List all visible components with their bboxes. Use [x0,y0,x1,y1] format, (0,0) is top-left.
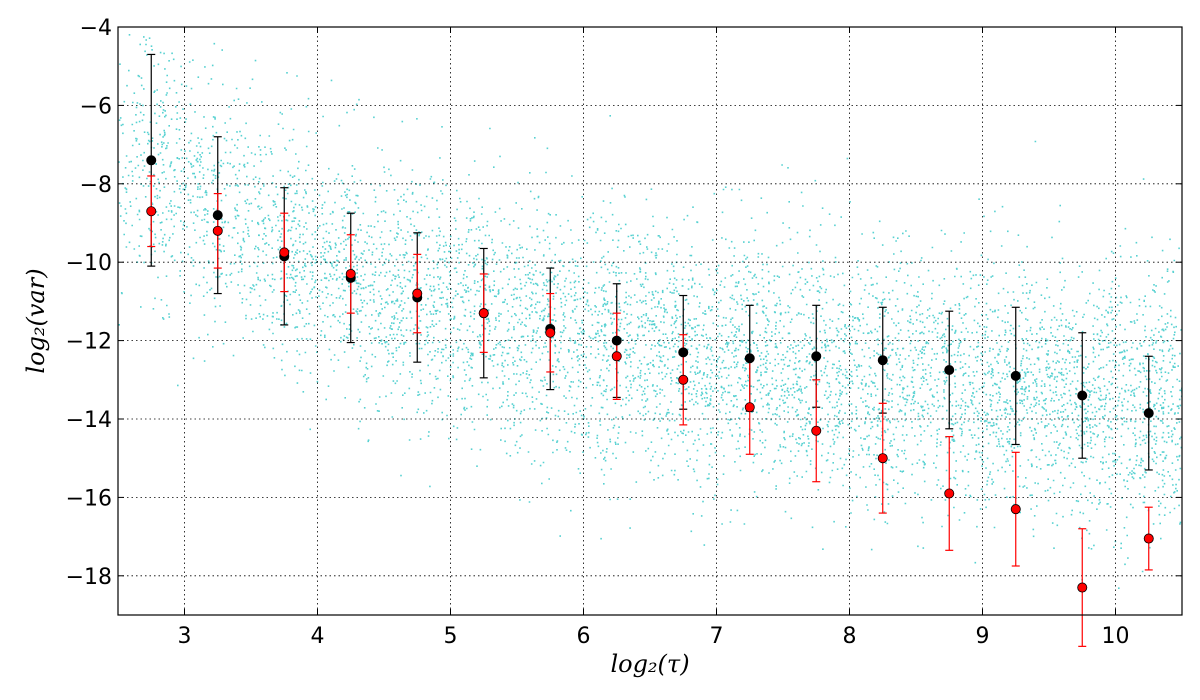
data-point [212,210,223,221]
data-point [1010,370,1021,381]
x-tick-label: 8 [843,624,857,649]
data-point [877,355,888,366]
data-point [611,335,622,346]
data-point [146,155,157,166]
data-point [944,488,955,499]
x-tick-label: 4 [311,624,325,649]
y-axis-label: log₂(var) [22,268,50,373]
x-tick-label: 10 [1102,624,1130,649]
scatter-cloud [118,34,1182,589]
data-point [279,247,290,258]
y-tick-label: −16 [66,486,112,511]
data-point [744,402,755,413]
x-tick-label: 3 [178,624,192,649]
axis-ticks: 3 4 5 6 7 8 9 10 −4 −6 −8 −10 −12 −14 −16 −18 [66,16,1182,649]
y-tick-label: −6 [80,94,112,119]
y-tick-label: −18 [66,565,112,590]
data-point [944,364,955,375]
data-point [611,351,622,362]
data-point [744,353,755,364]
data-point [1077,582,1088,593]
error-bars [147,53,1153,647]
data-point [345,268,356,279]
data-point [811,351,822,362]
y-tick-label: −14 [66,408,112,433]
data-point [478,308,489,319]
data-point [146,206,157,217]
x-tick-label: 7 [710,624,724,649]
x-tick-label: 9 [976,624,990,649]
data-point [545,327,556,338]
x-tick-label: 5 [444,624,458,649]
y-tick-label: −12 [66,330,112,355]
data-point [678,374,689,385]
data-point [1077,390,1088,401]
data-point [1010,504,1021,515]
scatter-points [118,34,1182,589]
y-tick-label: −10 [66,251,112,276]
data-point [412,288,423,299]
data-point [1143,408,1154,419]
x-tick-label: 6 [577,624,591,649]
y-tick-label: −4 [80,16,112,41]
data-point [877,453,888,464]
data-point [1143,533,1154,544]
data-point [678,347,689,358]
plot-frame [117,26,1183,616]
data-point [212,225,223,236]
x-axis-label: log₂(τ) [610,650,689,678]
y-tick-label: −8 [80,173,112,198]
data-point [811,425,822,436]
series-points [146,155,1154,593]
